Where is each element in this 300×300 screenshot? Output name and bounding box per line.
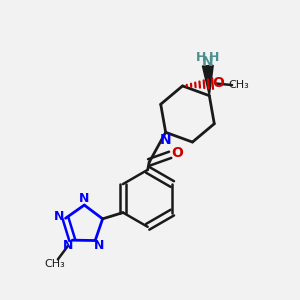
Text: O: O (212, 76, 224, 90)
Polygon shape (202, 65, 213, 96)
Text: H: H (209, 51, 220, 64)
Text: N: N (54, 210, 64, 223)
Text: N: N (160, 133, 172, 147)
Text: O: O (172, 146, 184, 160)
Text: CH₃: CH₃ (44, 259, 65, 269)
Text: H: H (196, 51, 206, 64)
Text: N: N (79, 192, 90, 205)
Text: CH₃: CH₃ (228, 80, 249, 90)
Text: N: N (202, 55, 214, 69)
Text: N: N (94, 239, 104, 252)
Text: N: N (63, 239, 74, 252)
